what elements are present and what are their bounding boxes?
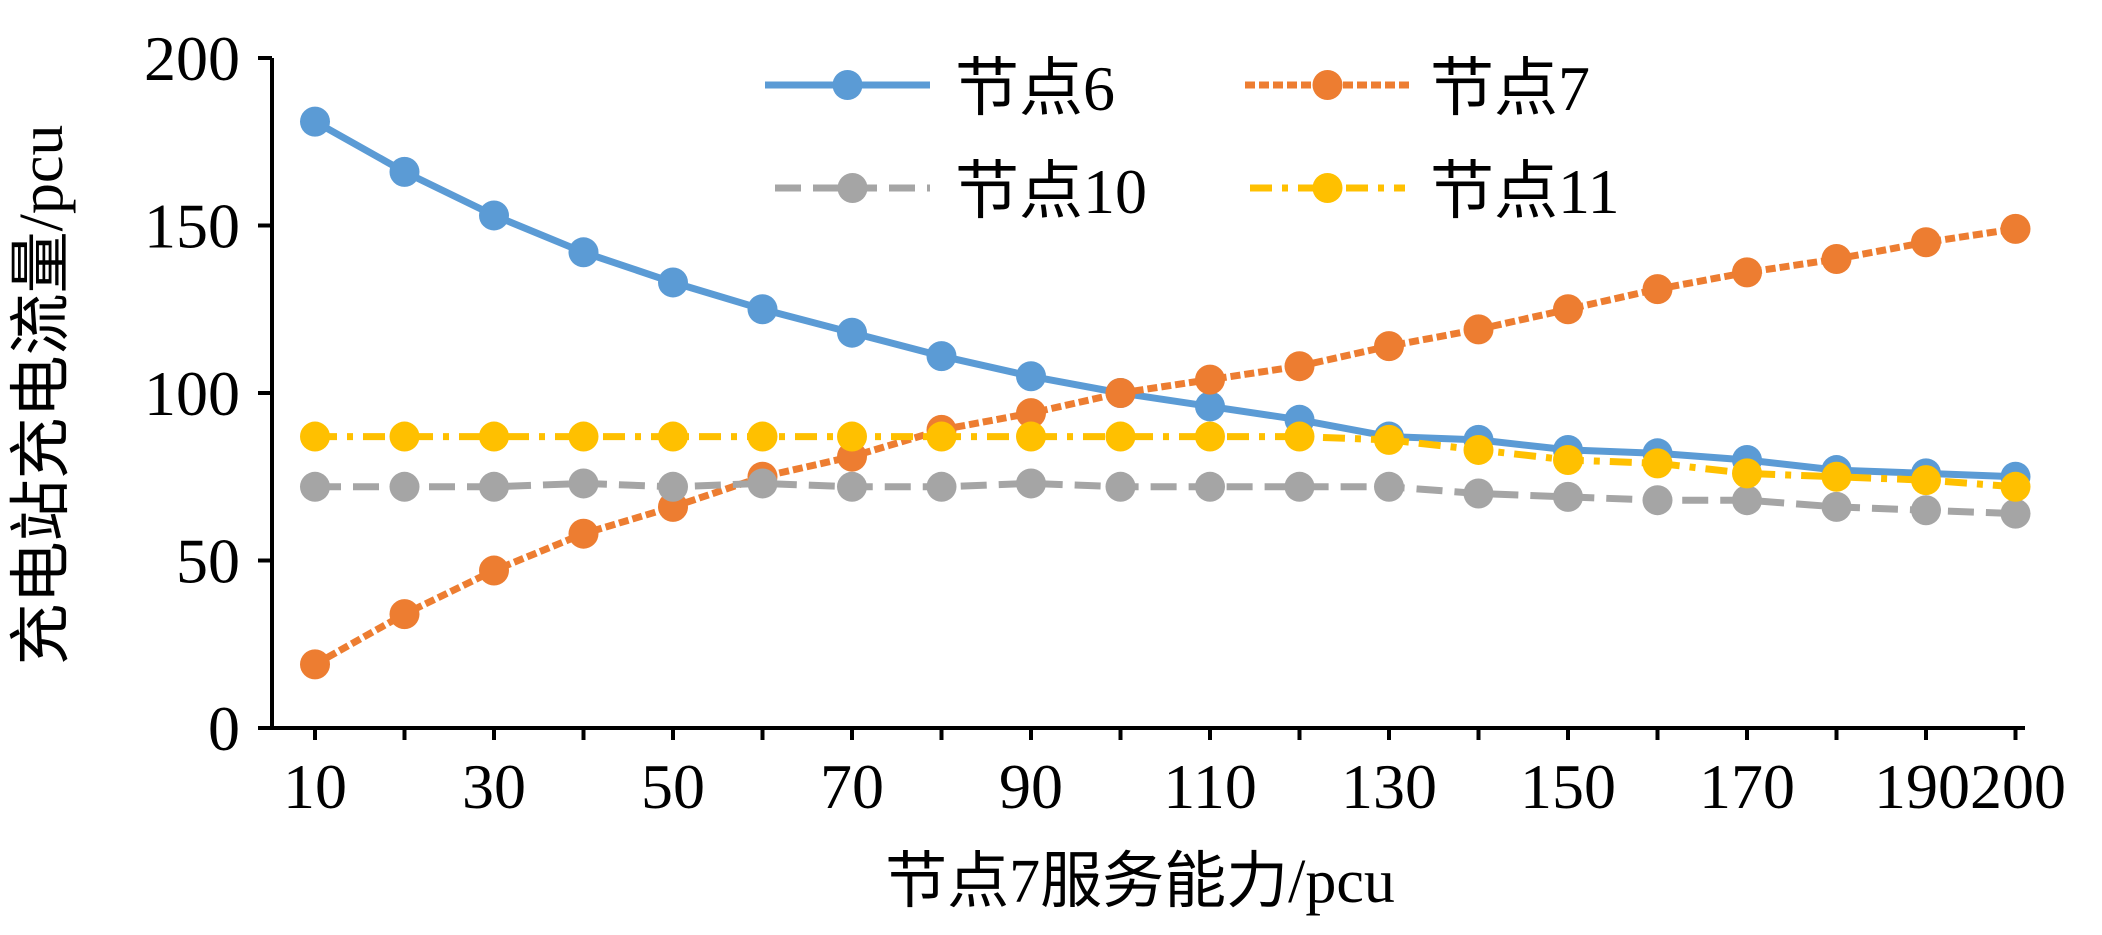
series-1-point bbox=[389, 156, 420, 187]
x-tick-label: 130 bbox=[1341, 751, 1437, 822]
x-tick-label: 90 bbox=[999, 751, 1063, 822]
series-2-point bbox=[1374, 331, 1404, 362]
series-4-point bbox=[1911, 465, 1941, 496]
series-3-point bbox=[1911, 495, 1941, 526]
series-3-point bbox=[837, 471, 867, 502]
series-4-point bbox=[1284, 421, 1315, 452]
x-axis-title: 节点7服务能力/pcu bbox=[885, 848, 1395, 916]
series-3-point bbox=[1821, 491, 1852, 522]
series-4-point bbox=[1553, 445, 1583, 475]
series-3-point bbox=[479, 471, 509, 502]
series-4-point bbox=[568, 421, 599, 452]
series-4-point bbox=[1821, 461, 1852, 492]
series-2-point bbox=[1016, 398, 1046, 429]
series-1-point bbox=[926, 341, 957, 372]
x-tick-label: 170 bbox=[1699, 751, 1795, 822]
series-3-point bbox=[1016, 468, 1046, 499]
x-tick-label: 30 bbox=[462, 751, 526, 822]
series-4-point bbox=[2000, 471, 2031, 502]
series-3-point bbox=[1284, 471, 1315, 502]
series-3-point bbox=[1732, 485, 1762, 516]
y-tick-label: 150 bbox=[144, 191, 240, 262]
series-2-point bbox=[2000, 213, 2031, 244]
y-tick-label: 200 bbox=[144, 23, 240, 94]
legend-marker-2 bbox=[1312, 70, 1343, 100]
series-4-point bbox=[1732, 458, 1762, 489]
series-4-point bbox=[300, 421, 330, 452]
series-layer bbox=[300, 106, 2031, 680]
x-tick-label: 50 bbox=[641, 751, 705, 822]
series-2-point bbox=[479, 555, 509, 586]
series-1-point bbox=[747, 294, 778, 325]
series-3-point bbox=[1463, 478, 1494, 509]
series-4-point bbox=[837, 421, 867, 452]
legend-label-1: 节点6 bbox=[955, 53, 1115, 124]
y-tick-label: 0 bbox=[208, 693, 240, 764]
y-tick-label: 100 bbox=[144, 358, 240, 429]
series-line-2 bbox=[313, 225, 2017, 668]
series-2-point bbox=[1463, 314, 1494, 345]
series-3-point bbox=[658, 471, 688, 502]
series-4-point bbox=[1195, 421, 1225, 452]
series-3-point bbox=[300, 471, 330, 502]
legend-label-4: 节点11 bbox=[1430, 156, 1620, 227]
x-tick-label: 150 bbox=[1520, 751, 1616, 822]
series-4-point bbox=[389, 421, 420, 452]
series-1-point bbox=[568, 237, 599, 268]
series-2-point bbox=[1553, 294, 1583, 325]
series-3-point bbox=[2000, 498, 2031, 529]
series-2-point bbox=[389, 599, 420, 630]
x-tick-label: 10 bbox=[283, 751, 347, 822]
legend-label-3: 节点10 bbox=[955, 156, 1147, 227]
legend-marker-4 bbox=[1312, 173, 1343, 203]
series-2-point bbox=[1105, 378, 1136, 408]
series-4-point bbox=[479, 421, 509, 452]
series-3-point bbox=[389, 471, 420, 502]
series-2-point bbox=[1911, 227, 1941, 258]
series-2-point bbox=[1642, 274, 1673, 305]
y-axis-title: 充电站充电流量/pcu bbox=[8, 125, 76, 666]
y-tick-label: 50 bbox=[176, 526, 240, 597]
series-2-point bbox=[1732, 257, 1762, 288]
x-tick-label: 190 bbox=[1874, 751, 1970, 822]
legend: 节点6 节点7 节点10 节点11 bbox=[765, 53, 1620, 227]
series-4-point bbox=[1463, 434, 1494, 465]
series-4-point bbox=[1105, 421, 1136, 452]
series-4-point bbox=[747, 421, 778, 452]
series-3-point bbox=[1105, 471, 1136, 502]
series-3-point bbox=[1553, 481, 1583, 512]
x-tick-label: 200 bbox=[1970, 751, 2066, 822]
series-line-4 bbox=[315, 433, 2016, 491]
series-3-point bbox=[568, 468, 599, 499]
series-1-point bbox=[1016, 361, 1046, 392]
x-tick-label: 70 bbox=[820, 751, 884, 822]
series-1-point bbox=[837, 317, 867, 348]
series-2-point bbox=[1195, 364, 1225, 395]
series-3-point bbox=[1642, 485, 1673, 516]
series-3-point bbox=[1195, 471, 1225, 502]
series-3-point bbox=[926, 471, 957, 502]
series-4-point bbox=[1374, 424, 1404, 455]
series-1-point bbox=[1195, 391, 1225, 422]
series-4-point bbox=[1016, 421, 1046, 452]
series-1-point bbox=[479, 200, 509, 231]
series-2-point bbox=[1284, 351, 1315, 382]
series-2-point bbox=[1821, 244, 1852, 274]
series-4-point bbox=[926, 421, 957, 452]
series-1-point bbox=[300, 106, 330, 137]
legend-marker-3 bbox=[837, 173, 868, 203]
x-tick-label: 110 bbox=[1163, 751, 1257, 822]
series-1-point bbox=[658, 267, 688, 298]
series-4-point bbox=[658, 421, 688, 452]
series-4-point bbox=[1642, 448, 1673, 479]
legend-label-2: 节点7 bbox=[1430, 53, 1590, 124]
series-3-point bbox=[747, 468, 778, 499]
series-line-1 bbox=[313, 118, 2016, 481]
series-2-point bbox=[300, 649, 330, 680]
legend-marker-1 bbox=[832, 70, 863, 100]
series-2-point bbox=[568, 518, 599, 549]
series-3-point bbox=[1374, 471, 1404, 502]
